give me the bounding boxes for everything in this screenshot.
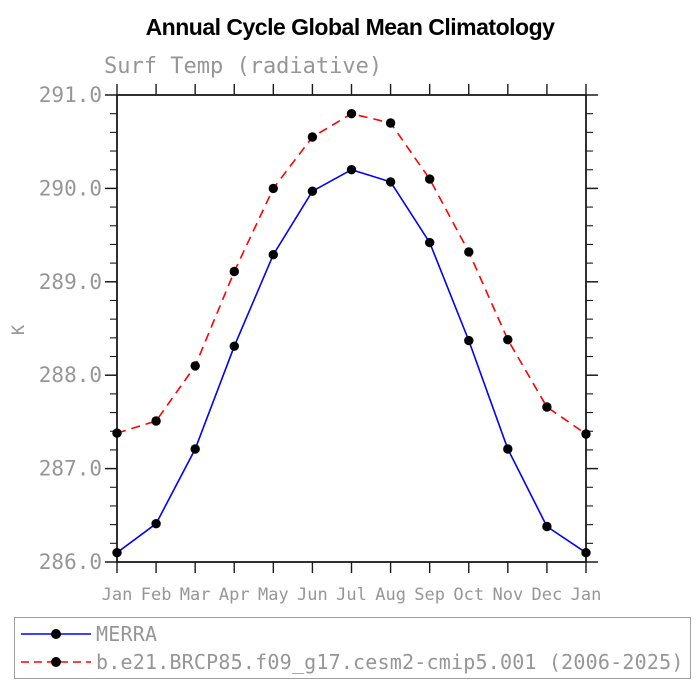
chart-title: Annual Cycle Global Mean Climatology	[145, 14, 555, 40]
legend-entry-merra: MERRA	[19, 621, 686, 647]
data-point	[464, 247, 474, 257]
x-tick-label: Sep	[414, 585, 445, 605]
chart-subtitle: Surf Temp (radiative)	[104, 54, 383, 79]
y-tick-label: 290.0	[39, 176, 102, 200]
data-point	[268, 183, 278, 194]
data-point	[112, 548, 122, 558]
data-point	[346, 109, 357, 119]
data-point	[385, 177, 396, 187]
data-point	[190, 361, 200, 371]
data-point	[425, 174, 435, 184]
data-point	[542, 402, 552, 412]
x-tick-label: Oct	[453, 585, 484, 605]
legend-entry-cesm: b.e21.BRCP85.f09_g17.cesm2-cmip5.001 (20…	[19, 649, 686, 675]
data-point	[503, 335, 513, 345]
legend-box: MERRA b.e21.BRCP85.f09_g17.cesm2-cmip5.0…	[14, 617, 691, 679]
y-tick-label: 291.0	[39, 83, 102, 107]
y-tick-label: 287.0	[39, 457, 102, 481]
data-point	[542, 521, 552, 532]
plot-frame	[116, 94, 587, 563]
legend-line-sample-dashed	[21, 656, 91, 667]
data-point	[385, 118, 396, 128]
x-tick-label: May	[258, 585, 289, 605]
data-point	[268, 250, 278, 260]
data-point	[151, 416, 161, 426]
data-point	[229, 266, 239, 277]
x-tick-label: Jan	[102, 585, 133, 605]
x-tick-label: Jan	[571, 585, 602, 605]
y-tick-label: 288.0	[39, 363, 102, 387]
legend-marker-dot	[51, 656, 61, 667]
data-point	[464, 335, 474, 346]
y-axis-title: K	[9, 324, 30, 336]
x-tick-label: Jul	[336, 585, 367, 605]
x-tick-label: Feb	[141, 585, 172, 605]
x-tick-label: Aug	[375, 585, 406, 605]
series-line	[116, 112, 587, 435]
legend-line-sample-solid	[21, 629, 91, 640]
x-tick-label: Nov	[492, 585, 523, 605]
y-tick-label: 289.0	[39, 270, 102, 294]
data-point	[425, 237, 435, 248]
chart-canvas: Jan Feb Mar Apr May Jun Jul Aug Sep Oct Nov Dec Jan2…	[39, 83, 602, 605]
series-line	[116, 168, 587, 554]
data-point	[346, 165, 357, 175]
data-point	[503, 444, 513, 454]
y-tick-label: 286.0	[39, 550, 102, 574]
data-point	[151, 519, 161, 529]
legend-label-cesm: b.e21.BRCP85.f09_g17.cesm2-cmip5.001 (20…	[96, 649, 684, 674]
data-point	[190, 444, 200, 454]
data-point	[307, 132, 318, 142]
legend-marker-dot	[51, 629, 61, 640]
x-tick-label: Jun	[297, 585, 328, 605]
legend-label-merra: MERRA	[96, 622, 158, 647]
data-point	[581, 548, 591, 558]
data-point	[307, 186, 318, 196]
data-point	[112, 428, 122, 438]
data-point	[229, 341, 239, 351]
x-tick-label: Apr	[219, 585, 250, 605]
x-tick-label: Mar	[180, 585, 211, 605]
x-tick-label: Dec	[532, 585, 563, 605]
data-point	[581, 429, 591, 439]
